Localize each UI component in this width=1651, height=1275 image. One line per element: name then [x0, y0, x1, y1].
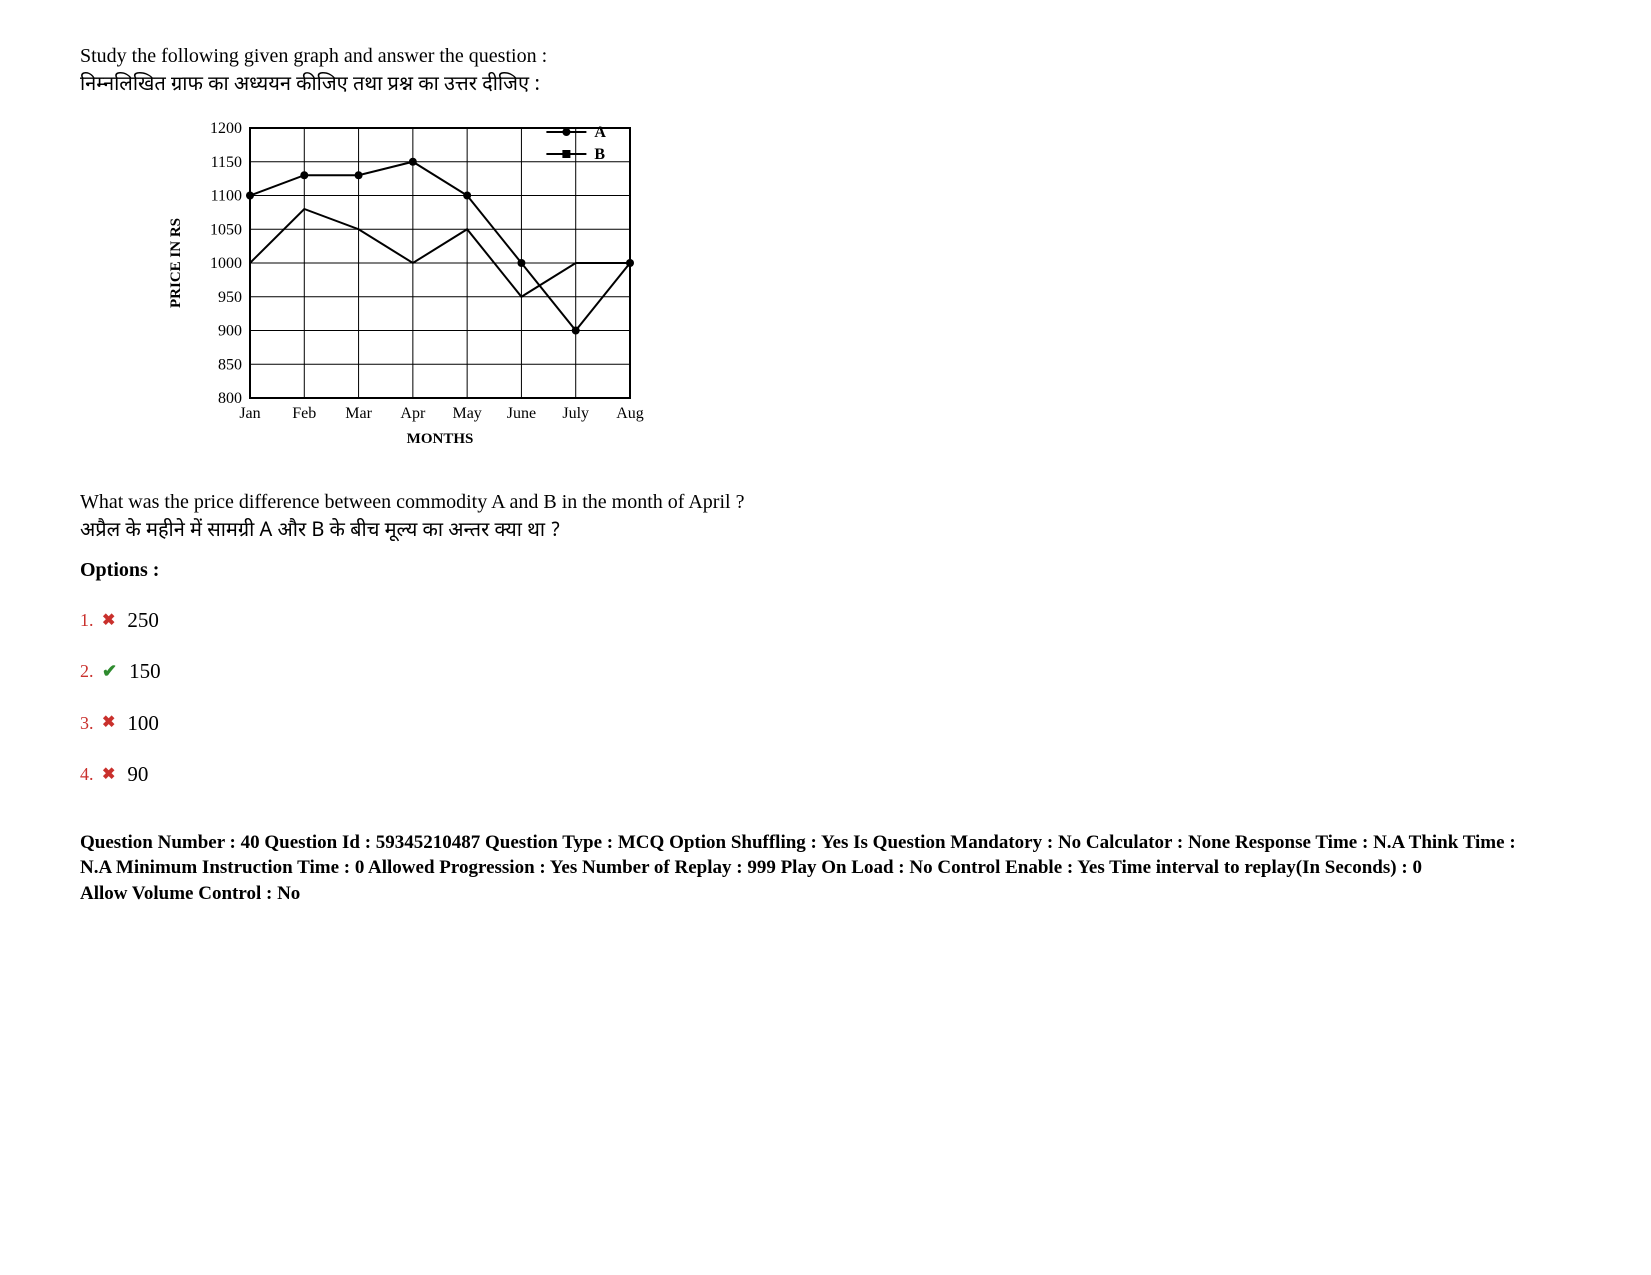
meta-prog: Yes	[550, 857, 577, 878]
meta-vol-label: Allow Volume Control :	[80, 883, 272, 904]
meta-think-label: Think Time :	[1409, 832, 1516, 853]
meta-prog-label: Allowed Progression :	[368, 857, 546, 878]
meta-qid-label: Question Id :	[264, 832, 371, 853]
svg-text:June: June	[507, 405, 536, 422]
meta-resp-label: Response Time :	[1235, 832, 1368, 853]
svg-text:Apr: Apr	[400, 405, 426, 422]
option-row: 4.✖ 90	[80, 760, 1571, 789]
meta-mandatory-label: Is Question Mandatory :	[853, 832, 1053, 853]
option-row: 3.✖ 100	[80, 709, 1571, 738]
meta-resp: N.A	[1373, 832, 1404, 853]
meta-calc: None	[1188, 832, 1230, 853]
option-number: 3.	[80, 711, 98, 736]
meta-replay-label: Number of Replay :	[582, 857, 743, 878]
svg-text:1150: 1150	[211, 154, 242, 171]
svg-text:A: A	[594, 124, 606, 141]
meta-minins: 0	[355, 857, 365, 878]
svg-text:PRICE IN RS: PRICE IN RS	[168, 218, 184, 308]
price-chart: 80085090095010001050110011501200JanFebMa…	[140, 108, 680, 476]
meta-tint: 0	[1412, 857, 1422, 878]
cross-icon: ✖	[102, 610, 115, 632]
question-english: What was the price difference between co…	[80, 488, 1571, 516]
option-text: 90	[127, 760, 148, 789]
svg-text:850: 850	[218, 356, 242, 373]
meta-ctrl: Yes	[1077, 857, 1104, 878]
option-row: 1.✖ 250	[80, 606, 1571, 635]
check-icon: ✔	[102, 659, 117, 684]
meta-replay: 999	[747, 857, 776, 878]
meta-pol-label: Play On Load :	[781, 857, 905, 878]
svg-text:B: B	[594, 146, 605, 163]
svg-text:Mar: Mar	[345, 405, 372, 422]
svg-text:1100: 1100	[211, 188, 242, 205]
svg-text:July: July	[562, 405, 589, 422]
svg-text:Aug: Aug	[616, 405, 644, 422]
cross-icon: ✖	[102, 764, 115, 786]
option-row: 2.✔ 150	[80, 657, 1571, 686]
svg-text:Feb: Feb	[292, 405, 316, 422]
option-number: 2.	[80, 659, 98, 684]
meta-calc-label: Calculator :	[1086, 832, 1183, 853]
instruction-hindi: निम्नलिखित ग्राफ का अध्ययन कीजिए तथा प्र…	[80, 72, 1571, 100]
option-text: 100	[127, 709, 159, 738]
svg-text:MONTHS: MONTHS	[407, 431, 474, 447]
meta-shuffle: Yes	[821, 832, 848, 853]
question-metadata: Question Number : 40 Question Id : 59345…	[80, 830, 1540, 907]
svg-text:Jan: Jan	[239, 405, 260, 422]
question-hindi: अप्रैल के महीने में सामग्री A और B के बी…	[80, 518, 1571, 546]
svg-text:900: 900	[218, 323, 242, 340]
meta-ctrl-label: Control Enable :	[937, 857, 1073, 878]
instruction-english: Study the following given graph and answ…	[80, 42, 1571, 70]
option-number: 4.	[80, 762, 98, 787]
svg-text:1200: 1200	[210, 120, 242, 137]
cross-icon: ✖	[102, 712, 115, 734]
svg-text:1050: 1050	[210, 221, 242, 238]
meta-qid: 59345210487	[376, 832, 481, 853]
meta-shuffle-label: Option Shuffling :	[669, 832, 817, 853]
svg-text:1000: 1000	[210, 255, 242, 272]
meta-minins-label: Minimum Instruction Time :	[116, 857, 350, 878]
meta-vol: No	[277, 883, 300, 904]
meta-think: N.A	[80, 857, 111, 878]
option-text: 150	[129, 657, 161, 686]
meta-qtype-label: Question Type :	[485, 832, 613, 853]
meta-qtype: MCQ	[618, 832, 664, 853]
option-text: 250	[127, 606, 159, 635]
meta-qnum: 40	[241, 832, 260, 853]
meta-mandatory: No	[1058, 832, 1081, 853]
options-heading: Options :	[80, 556, 1571, 584]
meta-qnum-label: Question Number :	[80, 832, 236, 853]
meta-pol: No	[909, 857, 932, 878]
svg-text:950: 950	[218, 289, 242, 306]
svg-text:May: May	[452, 405, 481, 422]
option-number: 1.	[80, 608, 98, 633]
meta-tint-label: Time interval to replay(In Seconds) :	[1109, 857, 1408, 878]
